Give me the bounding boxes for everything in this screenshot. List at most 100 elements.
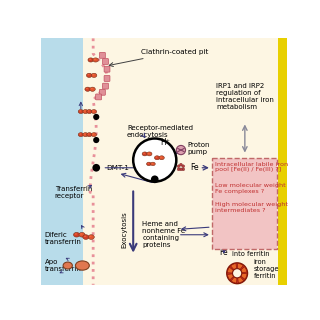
Ellipse shape xyxy=(76,261,89,270)
Text: Fe: Fe xyxy=(220,248,228,257)
FancyBboxPatch shape xyxy=(104,76,110,81)
Ellipse shape xyxy=(78,109,84,114)
Ellipse shape xyxy=(147,152,152,156)
FancyBboxPatch shape xyxy=(96,94,101,100)
Text: Receptor-mediated
endocytosis: Receptor-mediated endocytosis xyxy=(127,124,193,138)
Ellipse shape xyxy=(80,233,82,235)
Text: Apo
transferrin: Apo transferrin xyxy=(45,259,82,272)
Circle shape xyxy=(177,168,180,171)
Ellipse shape xyxy=(86,73,92,77)
Ellipse shape xyxy=(79,110,81,112)
Circle shape xyxy=(92,164,100,172)
Ellipse shape xyxy=(159,156,164,160)
Ellipse shape xyxy=(74,232,80,237)
Ellipse shape xyxy=(143,153,145,154)
Ellipse shape xyxy=(63,262,72,269)
Ellipse shape xyxy=(156,156,157,158)
Text: High molecular weight
intermediates ?: High molecular weight intermediates ? xyxy=(215,203,288,213)
FancyBboxPatch shape xyxy=(212,158,277,249)
Ellipse shape xyxy=(84,236,86,237)
Circle shape xyxy=(176,145,186,155)
Text: Intracellular labile iron
pool [Fe(II) / Fe(III) ?]: Intracellular labile iron pool [Fe(II) /… xyxy=(215,162,288,172)
Ellipse shape xyxy=(151,162,155,166)
Circle shape xyxy=(233,268,242,278)
Ellipse shape xyxy=(88,58,93,62)
Ellipse shape xyxy=(160,156,162,158)
Ellipse shape xyxy=(84,133,86,135)
Ellipse shape xyxy=(83,133,88,137)
Ellipse shape xyxy=(78,133,84,137)
Text: DMT-1: DMT-1 xyxy=(106,165,129,171)
FancyBboxPatch shape xyxy=(102,59,108,64)
Ellipse shape xyxy=(79,133,81,135)
Circle shape xyxy=(182,165,185,168)
Ellipse shape xyxy=(85,87,91,91)
Circle shape xyxy=(133,139,176,182)
Ellipse shape xyxy=(93,58,98,62)
FancyBboxPatch shape xyxy=(104,66,110,72)
Ellipse shape xyxy=(148,163,149,164)
Ellipse shape xyxy=(91,88,93,89)
Ellipse shape xyxy=(148,153,150,154)
Ellipse shape xyxy=(83,235,89,239)
Ellipse shape xyxy=(91,133,97,137)
Circle shape xyxy=(180,168,182,171)
Ellipse shape xyxy=(89,59,91,60)
Ellipse shape xyxy=(87,133,92,137)
Text: Fe: Fe xyxy=(190,163,199,172)
Text: Heme and
nonheme Fe
containing
proteins: Heme and nonheme Fe containing proteins xyxy=(142,221,186,248)
FancyBboxPatch shape xyxy=(102,83,108,89)
Ellipse shape xyxy=(142,152,148,156)
Wedge shape xyxy=(231,277,237,283)
Text: Low molecular weight
Fe complexes ?: Low molecular weight Fe complexes ? xyxy=(215,183,285,194)
Text: iron
storage
ferritin: iron storage ferritin xyxy=(253,260,279,279)
Ellipse shape xyxy=(84,110,86,112)
Ellipse shape xyxy=(79,232,85,237)
Wedge shape xyxy=(238,277,244,283)
Wedge shape xyxy=(228,274,234,280)
Ellipse shape xyxy=(91,73,97,77)
Ellipse shape xyxy=(75,233,77,235)
Ellipse shape xyxy=(92,74,94,75)
Ellipse shape xyxy=(88,133,90,135)
Ellipse shape xyxy=(92,133,94,135)
Circle shape xyxy=(180,163,182,166)
Wedge shape xyxy=(237,263,243,270)
Ellipse shape xyxy=(94,59,96,60)
Circle shape xyxy=(93,114,99,120)
Ellipse shape xyxy=(155,156,160,160)
Ellipse shape xyxy=(92,110,94,112)
Text: Diferic
transferrin: Diferic transferrin xyxy=(45,232,82,245)
Ellipse shape xyxy=(87,109,92,114)
Ellipse shape xyxy=(86,88,88,89)
Text: Transferrin
receptor: Transferrin receptor xyxy=(55,186,92,199)
Ellipse shape xyxy=(83,109,88,114)
Text: H⁺: H⁺ xyxy=(161,138,171,147)
Circle shape xyxy=(151,175,159,183)
Wedge shape xyxy=(231,263,236,270)
Ellipse shape xyxy=(151,163,153,164)
Circle shape xyxy=(93,137,99,143)
Text: IRP1 and IRP2
regulation of
intracellular iron
metabolism: IRP1 and IRP2 regulation of intracellula… xyxy=(216,83,274,110)
Wedge shape xyxy=(227,267,234,273)
Circle shape xyxy=(182,168,185,171)
Bar xyxy=(278,38,287,285)
Circle shape xyxy=(177,165,180,168)
Text: Exocytosis: Exocytosis xyxy=(121,211,127,248)
Ellipse shape xyxy=(90,87,95,91)
Ellipse shape xyxy=(88,110,90,112)
Text: Proton
pump: Proton pump xyxy=(187,141,210,155)
Wedge shape xyxy=(241,267,247,273)
FancyBboxPatch shape xyxy=(100,52,105,58)
FancyBboxPatch shape xyxy=(100,89,105,95)
Ellipse shape xyxy=(89,236,92,237)
Bar xyxy=(83,38,279,285)
Bar xyxy=(41,38,83,285)
Text: Clathrin-coated pit: Clathrin-coated pit xyxy=(109,49,208,67)
Ellipse shape xyxy=(147,162,151,166)
Wedge shape xyxy=(241,274,247,279)
Text: Iron uptake
into ferritin: Iron uptake into ferritin xyxy=(232,244,270,257)
Ellipse shape xyxy=(91,109,97,114)
Ellipse shape xyxy=(87,74,90,75)
Ellipse shape xyxy=(88,235,94,239)
